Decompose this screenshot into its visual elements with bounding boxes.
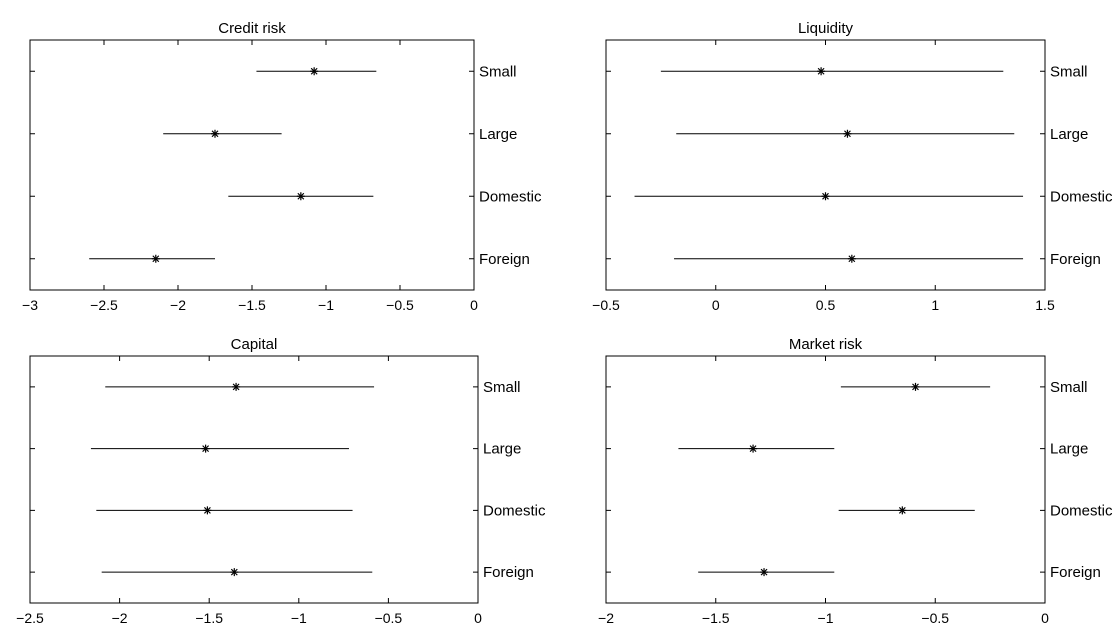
chart-title: Liquidity [798, 20, 854, 37]
point-marker [230, 568, 239, 577]
marker-stroke [297, 192, 305, 200]
x-tick-label: −1 [818, 610, 834, 626]
marker-stroke [230, 568, 238, 576]
point-marker [310, 67, 319, 76]
marker-stroke [310, 67, 318, 75]
chart-title: Market risk [789, 336, 863, 353]
x-tick-label: −1.5 [195, 610, 223, 626]
marker-stroke [232, 383, 240, 391]
marker-stroke [203, 506, 211, 514]
x-tick-label: −3 [22, 297, 38, 313]
panel-credit-risk: Credit risk −3 −2.5 −2 −1.5 −1 −0.5 0 Small Large… [22, 20, 542, 313]
point-marker [232, 382, 241, 391]
point-marker [847, 254, 856, 263]
chart-title: Credit risk [218, 20, 286, 37]
x-tick-label: −0.5 [386, 297, 414, 313]
category-label: Foreign [483, 564, 534, 581]
x-tick-label: −2.5 [90, 297, 118, 313]
marker-stroke [760, 568, 768, 576]
x-tick-label: −0.5 [592, 297, 620, 313]
axes-frame [605, 39, 1046, 291]
category-label: Small [483, 379, 521, 396]
x-tick-label: −0.5 [921, 610, 949, 626]
category-label: Foreign [1050, 564, 1101, 581]
point-marker [203, 506, 212, 515]
category-label: Small [1050, 379, 1088, 396]
marker-stroke [211, 130, 219, 138]
point-marker [843, 129, 852, 138]
category-label: Foreign [479, 251, 530, 268]
category-label: Large [1050, 441, 1088, 458]
axes-frame [29, 355, 479, 604]
marker-stroke [817, 67, 825, 75]
point-marker [817, 67, 826, 76]
x-tick-label: −2 [170, 297, 186, 313]
point-marker [760, 568, 769, 577]
x-tick-label: −2 [112, 610, 128, 626]
x-tick-label: −1.5 [702, 610, 730, 626]
marker-stroke [822, 192, 829, 200]
x-tick-label: 0 [474, 610, 482, 626]
point-marker [911, 382, 920, 391]
point-marker [211, 129, 219, 138]
x-tick-label: 0 [470, 297, 478, 313]
x-tick-label: −1.5 [238, 297, 266, 313]
x-tick-label: 0 [1041, 610, 1049, 626]
marker-stroke [898, 506, 906, 514]
category-label: Large [483, 441, 521, 458]
panel-liquidity: Liquidity −0.5 0 0.5 1 1.5 Small Large Domestic F… [592, 20, 1113, 313]
category-label: Domestic [1050, 502, 1113, 519]
category-label: Small [1050, 63, 1088, 80]
x-tick-label: 0 [712, 297, 720, 313]
point-marker [898, 506, 907, 515]
point-marker [296, 192, 305, 201]
point-marker [821, 192, 830, 201]
point-marker [749, 444, 758, 453]
category-label: Domestic [479, 188, 542, 205]
category-label: Foreign [1050, 251, 1101, 268]
x-tick-label: 0.5 [816, 297, 836, 313]
x-tick-label: −2 [598, 610, 614, 626]
point-marker [151, 254, 160, 263]
x-tick-label: 1 [931, 297, 939, 313]
x-tick-label: −1 [291, 610, 307, 626]
axes-frame [29, 39, 475, 291]
axes-frame [605, 355, 1046, 604]
marker-stroke [848, 255, 856, 263]
chart-title: Capital [231, 336, 278, 353]
category-label: Large [479, 126, 517, 143]
marker-stroke [844, 130, 851, 138]
marker-stroke [202, 445, 210, 453]
category-label: Large [1050, 126, 1088, 143]
category-label: Domestic [1050, 188, 1113, 205]
x-tick-label: −2.5 [16, 610, 44, 626]
x-tick-label: −1 [318, 297, 334, 313]
marker-stroke [912, 383, 919, 391]
point-marker [201, 444, 210, 453]
x-tick-label: −0.5 [375, 610, 403, 626]
marker-stroke [152, 255, 160, 263]
panel-capital: Capital −2.5 −2 −1.5 −1 −0.5 0 Small Large Domest… [16, 336, 546, 626]
marker-stroke [749, 445, 757, 453]
panel-market-risk: Market risk −2 −1.5 −1 −0.5 0 Small Large Domest… [598, 336, 1113, 626]
category-label: Small [479, 63, 517, 80]
category-label: Domestic [483, 502, 546, 519]
x-tick-label: 1.5 [1035, 297, 1055, 313]
